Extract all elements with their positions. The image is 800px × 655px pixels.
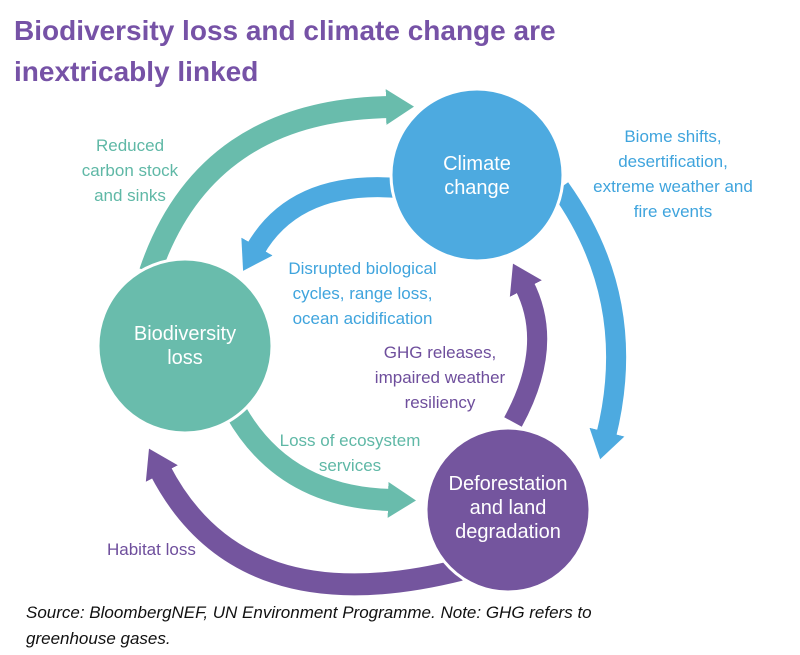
label-habitat: Habitat loss (107, 537, 196, 562)
label-ghg: GHG releases, impaired weather resilienc… (355, 340, 525, 415)
node-text: Climate (443, 153, 511, 175)
label-line: carbon stock (81, 161, 179, 180)
label-disrupted: Disrupted biological cycles, range loss,… (265, 256, 460, 331)
biodiversity-loss-node (96, 257, 274, 435)
source-line: greenhouse gases. (26, 629, 171, 648)
node-text: change (444, 177, 510, 199)
label-line: fire events (633, 202, 713, 221)
label-line: Biome shifts, (624, 127, 722, 146)
label-line: extreme weather and (593, 177, 753, 196)
label-line: cycles, range loss, (292, 284, 433, 303)
label-line: GHG releases, (383, 343, 497, 362)
node-text: and land (469, 497, 547, 519)
node-text: loss (167, 347, 203, 369)
arrow-disrupted (241, 177, 399, 271)
label-line: Disrupted biological (288, 259, 437, 278)
label-line: services (318, 456, 382, 475)
arrow-ecosystem (226, 406, 416, 518)
label-line: impaired weather (374, 368, 506, 387)
label-line: Reduced (95, 136, 165, 155)
climate-change-label: Climate change (417, 152, 537, 200)
arrow-reduced-carbon (139, 89, 414, 276)
label-line: and sinks (94, 186, 166, 205)
title-line: inextricably linked (14, 56, 259, 87)
deforestation-label: Deforestation and land degradation (428, 472, 588, 544)
node-text: degradation (455, 521, 561, 543)
node-text: Deforestation (448, 473, 568, 495)
source-line: Source: BloombergNEF, UN Environment Pro… (26, 603, 592, 622)
label-line: resiliency (404, 393, 476, 412)
label-line: desertification, (618, 152, 728, 171)
deforestation-node (424, 426, 592, 594)
arrow-ghg (504, 263, 548, 427)
label-line: Habitat loss (107, 540, 196, 559)
label-ecosystem: Loss of ecosystem services (265, 428, 435, 478)
label-reduced-carbon: Reduced carbon stock and sinks (70, 133, 190, 208)
biodiversity-loss-label: Biodiversity loss (115, 322, 255, 370)
title-line: Biodiversity loss and climate change are (14, 15, 556, 46)
node-text: Biodiversity (133, 323, 237, 345)
label-line: Loss of ecosystem (279, 431, 421, 450)
climate-change-node (389, 87, 565, 263)
page-title: Biodiversity loss and climate change are… (14, 10, 556, 92)
label-line: ocean acidification (292, 309, 433, 328)
arrow-habitat (145, 448, 463, 596)
source-note: Source: BloombergNEF, UN Environment Pro… (26, 600, 592, 652)
label-biome-shifts: Biome shifts, desertification, extreme w… (583, 124, 763, 224)
arrow-biome-shifts (551, 182, 627, 460)
